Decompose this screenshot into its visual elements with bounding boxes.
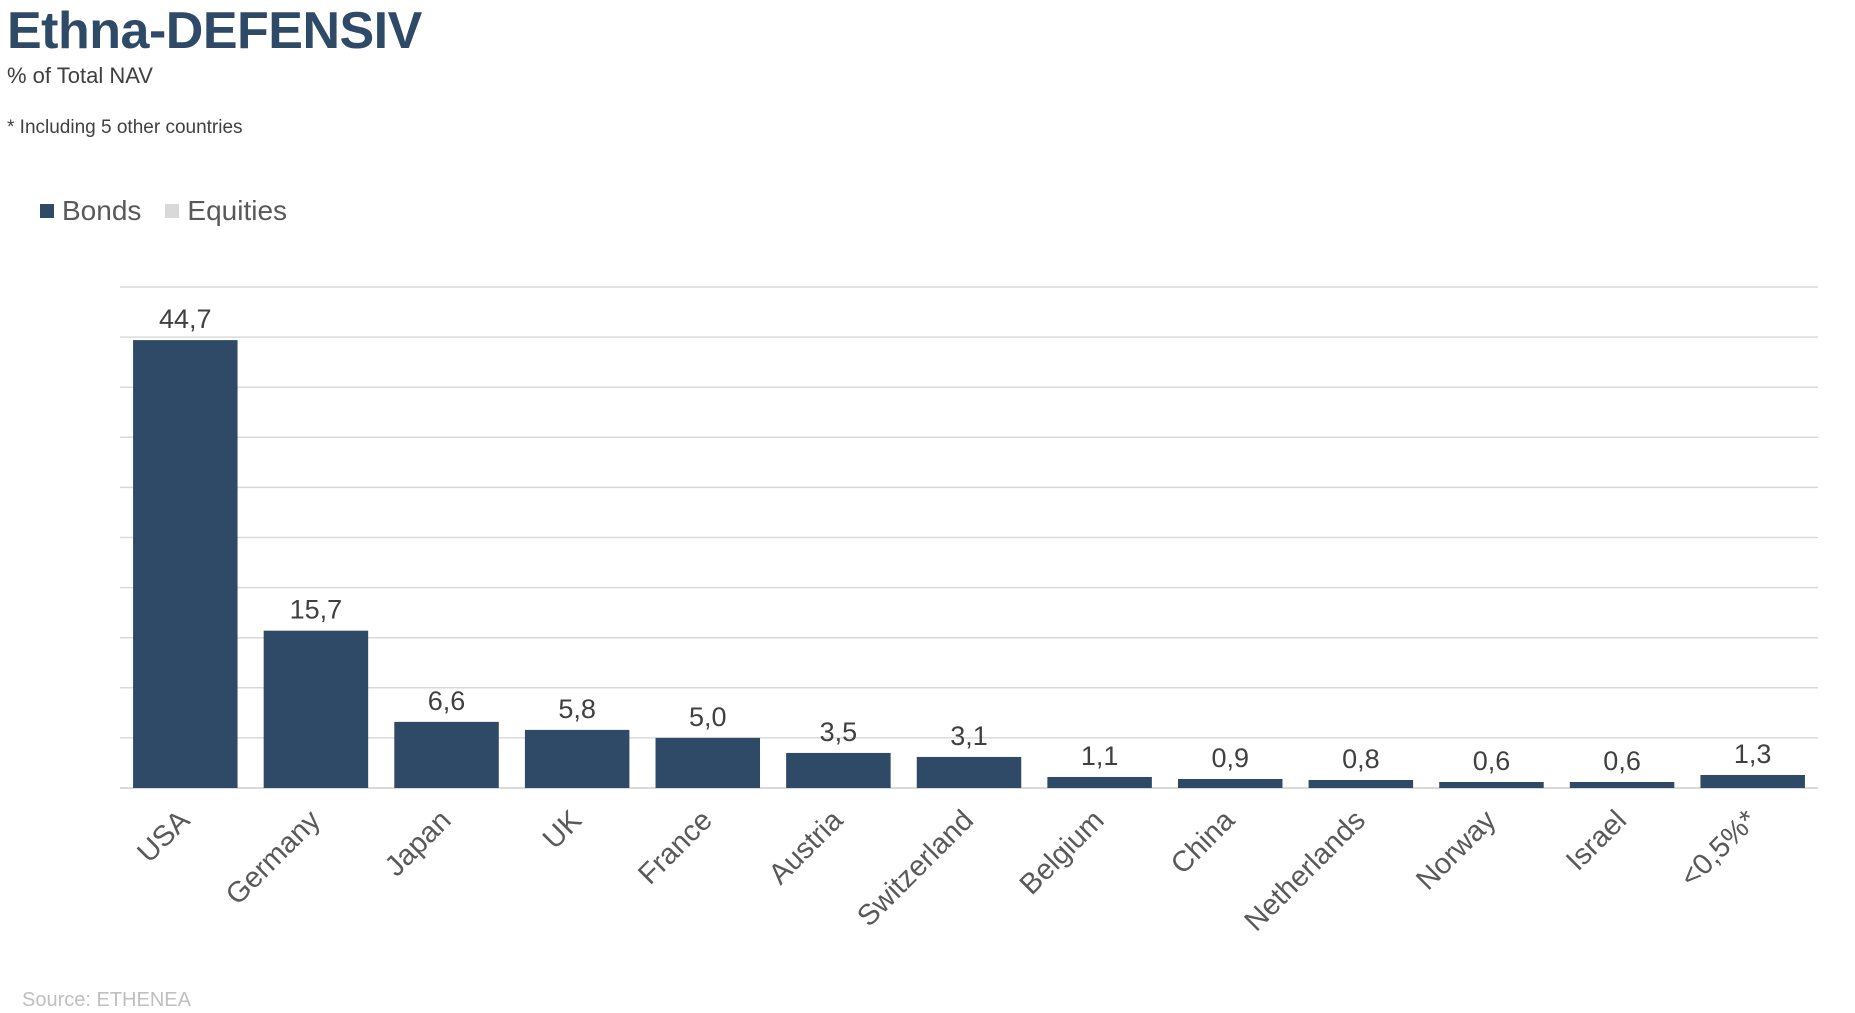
bar-bonds-5 — [786, 752, 891, 788]
bar-bonds-6 — [916, 756, 1022, 788]
data-label: 1,1 — [1081, 741, 1119, 771]
data-label: 3,5 — [820, 717, 858, 747]
bar-bonds-1 — [263, 630, 369, 788]
bar-bonds-4 — [655, 737, 761, 788]
bar-bonds-0 — [133, 340, 238, 788]
x-tick-label: Norway — [1410, 804, 1502, 896]
x-tick-label: Austria — [763, 804, 850, 891]
bar-bonds-2 — [394, 721, 499, 788]
x-tick-label: Netherlands — [1239, 804, 1372, 937]
legend-label-equities: Equities — [187, 195, 288, 226]
legend-swatch-bonds — [40, 204, 54, 218]
data-label: 5,0 — [689, 702, 727, 732]
x-tick-label: France — [632, 804, 718, 890]
x-tick-label: Belgium — [1014, 804, 1111, 901]
data-label: 15,7 — [290, 595, 343, 625]
bar-bonds-3 — [524, 729, 630, 788]
legend-label-bonds: Bonds — [62, 195, 142, 226]
x-tick-label: Japan — [379, 804, 457, 882]
chart-title: Ethna-DEFENSIV — [7, 2, 422, 60]
bar-bonds-9 — [1308, 779, 1414, 788]
x-tick-label: Israel — [1560, 804, 1633, 877]
bar-bonds-8 — [1177, 778, 1283, 788]
bar-bonds-10 — [1439, 781, 1544, 788]
x-tick-label: <0,5%* — [1674, 804, 1763, 893]
data-label: 1,3 — [1734, 739, 1772, 769]
data-label: 3,1 — [950, 721, 988, 751]
data-label: 0,6 — [1603, 746, 1641, 776]
legend-swatch-equities — [165, 204, 180, 218]
x-tick-label: UK — [537, 804, 589, 856]
x-tick-label: Germany — [220, 804, 327, 911]
x-tick-label: China — [1165, 804, 1242, 881]
bar-bonds-12 — [1700, 774, 1805, 788]
data-label: 0,9 — [1211, 743, 1249, 773]
chart-footnote: * Including 5 other countries — [7, 117, 243, 138]
data-label: 44,7 — [159, 304, 212, 334]
bar-bonds-7 — [1047, 776, 1152, 788]
bar-bonds-11 — [1569, 781, 1675, 788]
chart-subtitle: % of Total NAV — [7, 63, 153, 88]
data-label: 5,8 — [558, 694, 596, 724]
chart-source: Source: ETHENEA — [22, 989, 191, 1011]
data-label: 0,8 — [1342, 744, 1380, 774]
x-tick-label: USA — [131, 804, 196, 869]
x-tick-label: Switzerland — [851, 804, 980, 933]
chart-legend: Bonds Equities — [40, 195, 311, 227]
legend-item-equities: Equities — [165, 195, 287, 227]
legend-item-bonds: Bonds — [40, 195, 141, 227]
data-label: 6,6 — [428, 686, 466, 716]
data-label: 0,6 — [1473, 746, 1511, 776]
